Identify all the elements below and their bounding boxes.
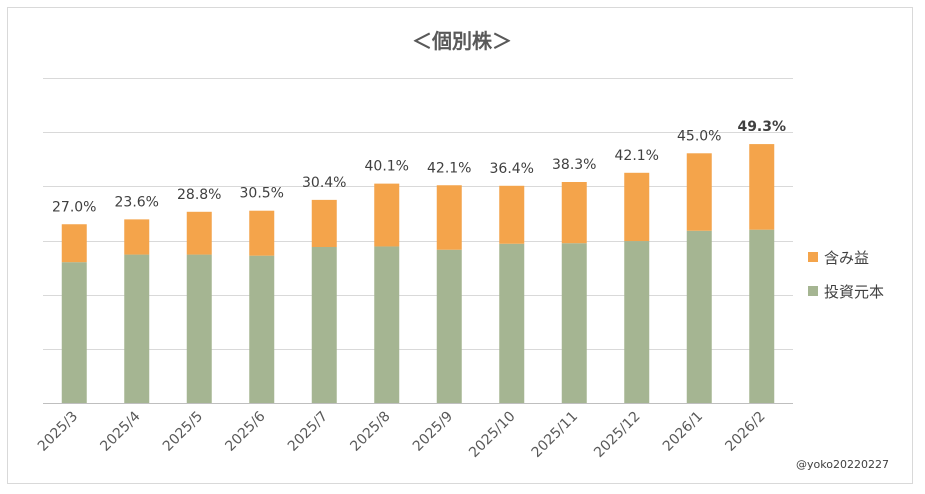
- bar-principal-2026/1: [686, 230, 712, 403]
- data-label: 38.3%: [552, 157, 596, 173]
- data-label: 30.5%: [240, 186, 284, 202]
- x-tick-label: 2025/6: [222, 408, 268, 454]
- bar-gain-2025/3: [61, 224, 87, 263]
- data-label: 23.6%: [115, 194, 159, 210]
- bar-gain-2025/10: [499, 185, 525, 244]
- bar-principal-2025/6: [249, 255, 275, 403]
- data-label: 40.1%: [365, 159, 409, 175]
- bar-principal-2025/9: [436, 249, 462, 403]
- bar-gain-2025/5: [186, 211, 212, 255]
- x-tick-label: 2025/7: [285, 409, 331, 455]
- x-axis-ticks: 2025/3 2025/4 2025/5 2025/6 2025/7 2025/8 2025…: [35, 408, 769, 461]
- x-tick-label: 2025/4: [97, 408, 143, 454]
- bar-gain-2025/9: [436, 185, 462, 250]
- bar-gain-2026/1: [686, 153, 712, 231]
- bar-principal-2025/8: [374, 246, 400, 403]
- x-tick-label: 2026/1: [660, 409, 706, 455]
- data-label: 49.3%: [737, 119, 786, 135]
- bar-gain-2026/2: [749, 144, 775, 230]
- bar-principal-2025/11: [561, 243, 587, 403]
- bar-principal-2026/2: [749, 229, 775, 403]
- chart-title: ＜個別株＞: [412, 29, 512, 53]
- credit-text: @yoko20220227: [796, 458, 889, 471]
- legend-swatch: [808, 286, 818, 296]
- x-tick-label: 2025/8: [347, 409, 393, 455]
- x-tick-label: 2025/5: [160, 409, 206, 455]
- data-label: 27.0%: [52, 199, 96, 215]
- data-label: 28.8%: [177, 187, 221, 203]
- x-tick-label: 2025/11: [529, 409, 581, 461]
- x-tick-label: 2025/12: [591, 409, 643, 461]
- bar-gain-2025/4: [124, 219, 150, 255]
- x-tick-label: 2025/9: [410, 409, 456, 455]
- bar-principal-2025/4: [124, 254, 150, 403]
- bar-principal-2025/10: [499, 243, 525, 403]
- data-label: 45.0%: [677, 128, 721, 144]
- legend-label: 含み益: [824, 249, 869, 267]
- bar-principal-2025/5: [186, 254, 212, 403]
- bar-gain-2025/12: [624, 172, 650, 242]
- legend-label: 投資元本: [824, 283, 884, 301]
- data-label: 36.4%: [490, 161, 534, 177]
- data-label: 42.1%: [615, 148, 659, 164]
- data-labels: 27.0% 23.6% 28.8% 30.5% 30.4% 40.1% 42.1% 36.4%…: [52, 119, 786, 215]
- x-tick-label: 2025/10: [466, 409, 518, 461]
- x-tick-label: 2025/3: [35, 409, 81, 455]
- data-label: 42.1%: [427, 160, 471, 176]
- grid: [43, 78, 793, 404]
- bar-principal-2025/7: [311, 247, 337, 403]
- bar-gain-2025/8: [374, 183, 400, 247]
- bar-gain-2025/6: [249, 210, 275, 256]
- legend-swatch: [808, 252, 818, 262]
- x-tick-label: 2026/2: [722, 409, 768, 455]
- data-label: 30.4%: [302, 175, 346, 191]
- bars: [61, 144, 775, 403]
- bar-gain-2025/7: [311, 199, 337, 247]
- bar-principal-2025/12: [624, 241, 650, 403]
- bar-gain-2025/11: [561, 182, 587, 244]
- bar-principal-2025/3: [61, 262, 87, 403]
